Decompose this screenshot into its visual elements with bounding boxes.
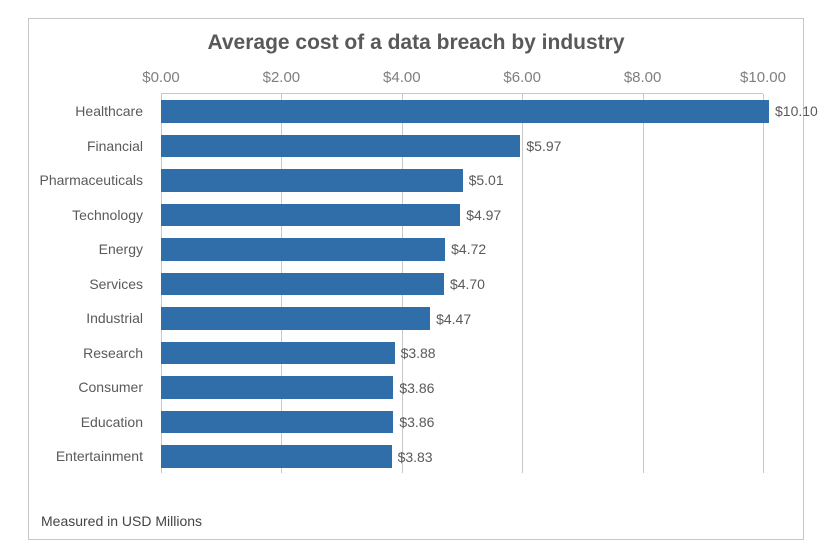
bar: $3.88	[161, 342, 395, 365]
category-label: Research	[29, 336, 149, 371]
footnote: Measured in USD Millions	[41, 513, 202, 529]
bar: $4.47	[161, 307, 430, 330]
category-label: Entertainment	[29, 439, 149, 474]
value-label: $3.83	[398, 449, 433, 465]
category-label: Technology	[29, 198, 149, 233]
bar: $4.97	[161, 204, 460, 227]
bar-row: Education$3.86	[161, 405, 763, 440]
value-label: $3.88	[401, 345, 436, 361]
bar: $3.83	[161, 445, 392, 468]
bar: $4.70	[161, 273, 444, 296]
x-tick-label: $4.00	[383, 69, 421, 86]
bar: $5.01	[161, 169, 463, 192]
x-tick-label: $2.00	[263, 69, 301, 86]
value-label: $3.86	[399, 414, 434, 430]
value-label: $4.72	[451, 241, 486, 257]
bar: $4.72	[161, 238, 445, 261]
category-label: Consumer	[29, 370, 149, 405]
bar-row: Energy$4.72	[161, 232, 763, 267]
category-label: Education	[29, 405, 149, 440]
x-tick-label: $10.00	[740, 69, 786, 86]
bar: $3.86	[161, 411, 393, 434]
chart-title: Average cost of a data breach by industr…	[29, 19, 803, 63]
value-label: $4.70	[450, 276, 485, 292]
bar-row: Industrial$4.47	[161, 301, 763, 336]
category-label: Healthcare	[29, 94, 149, 129]
value-label: $5.97	[526, 138, 561, 154]
category-label: Services	[29, 267, 149, 302]
bar-row: Entertainment$3.83	[161, 439, 763, 474]
category-label: Industrial	[29, 301, 149, 336]
bar-row: Research$3.88	[161, 336, 763, 371]
value-label: $4.97	[466, 207, 501, 223]
bar-row: Services$4.70	[161, 267, 763, 302]
x-tick-label: $0.00	[142, 69, 180, 86]
bar: $5.97	[161, 135, 520, 158]
x-tick-label: $6.00	[503, 69, 541, 86]
gridline	[763, 94, 764, 473]
x-tick-label: $8.00	[624, 69, 662, 86]
bar-row: Financial$5.97	[161, 129, 763, 164]
plot-area: $0.00$2.00$4.00$6.00$8.00$10.00 Healthca…	[161, 63, 763, 473]
value-label: $10.10	[775, 103, 818, 119]
category-label: Financial	[29, 129, 149, 164]
value-label: $5.01	[469, 172, 504, 188]
bar: $3.86	[161, 376, 393, 399]
bar-row: Technology$4.97	[161, 198, 763, 233]
category-label: Energy	[29, 232, 149, 267]
category-label: Pharmaceuticals	[29, 163, 149, 198]
value-label: $3.86	[399, 380, 434, 396]
x-axis: $0.00$2.00$4.00$6.00$8.00$10.00	[161, 63, 763, 93]
bars-region: Healthcare$10.10Financial$5.97Pharmaceut…	[161, 93, 763, 473]
bar-row: Pharmaceuticals$5.01	[161, 163, 763, 198]
value-label: $4.47	[436, 311, 471, 327]
bar-row: Healthcare$10.10	[161, 94, 763, 129]
bar-row: Consumer$3.86	[161, 370, 763, 405]
bar: $10.10	[161, 100, 769, 123]
chart-container: Average cost of a data breach by industr…	[28, 18, 804, 540]
